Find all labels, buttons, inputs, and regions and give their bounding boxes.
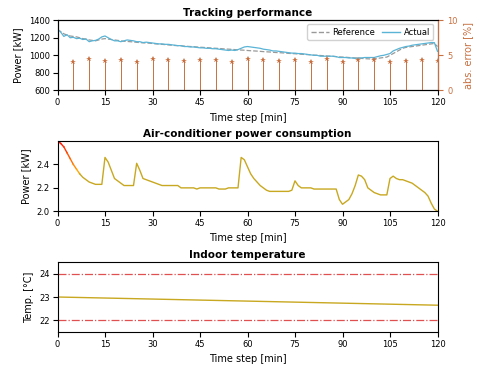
Title: Tracking performance: Tracking performance: [183, 8, 312, 18]
Title: Indoor temperature: Indoor temperature: [189, 250, 306, 260]
Actual: [434, 49, 440, 54]
Actual: [216, 47, 222, 51]
Y-axis label: Power [kW]: Power [kW]: [14, 28, 24, 83]
Line: Reference: Reference: [58, 29, 438, 59]
Reference: [54, 27, 60, 32]
Reference: [292, 51, 298, 56]
Reference: [412, 44, 418, 48]
Actual: [412, 43, 418, 47]
Line: Actual: Actual: [58, 29, 438, 58]
Legend: Reference, Actual: Reference, Actual: [308, 24, 434, 40]
Actual: [92, 38, 98, 43]
Actual: [311, 53, 317, 58]
Actual: [54, 27, 60, 32]
Actual: [292, 51, 298, 55]
Y-axis label: Power [kW]: Power [kW]: [21, 148, 31, 204]
Reference: [311, 53, 317, 57]
Reference: [368, 57, 374, 61]
Reference: [143, 41, 149, 45]
Reference: [216, 46, 222, 51]
X-axis label: Time step [min]: Time step [min]: [208, 233, 286, 243]
Y-axis label: Temp. [°C]: Temp. [°C]: [24, 271, 34, 323]
Y-axis label: abs. error [%]: abs. error [%]: [464, 22, 473, 89]
Reference: [434, 44, 440, 49]
Title: Air-conditioner power consumption: Air-conditioner power consumption: [144, 129, 352, 139]
Actual: [352, 56, 358, 61]
X-axis label: Time step [min]: Time step [min]: [208, 113, 286, 123]
Reference: [92, 39, 98, 43]
Actual: [143, 40, 149, 44]
X-axis label: Time step [min]: Time step [min]: [208, 354, 286, 364]
